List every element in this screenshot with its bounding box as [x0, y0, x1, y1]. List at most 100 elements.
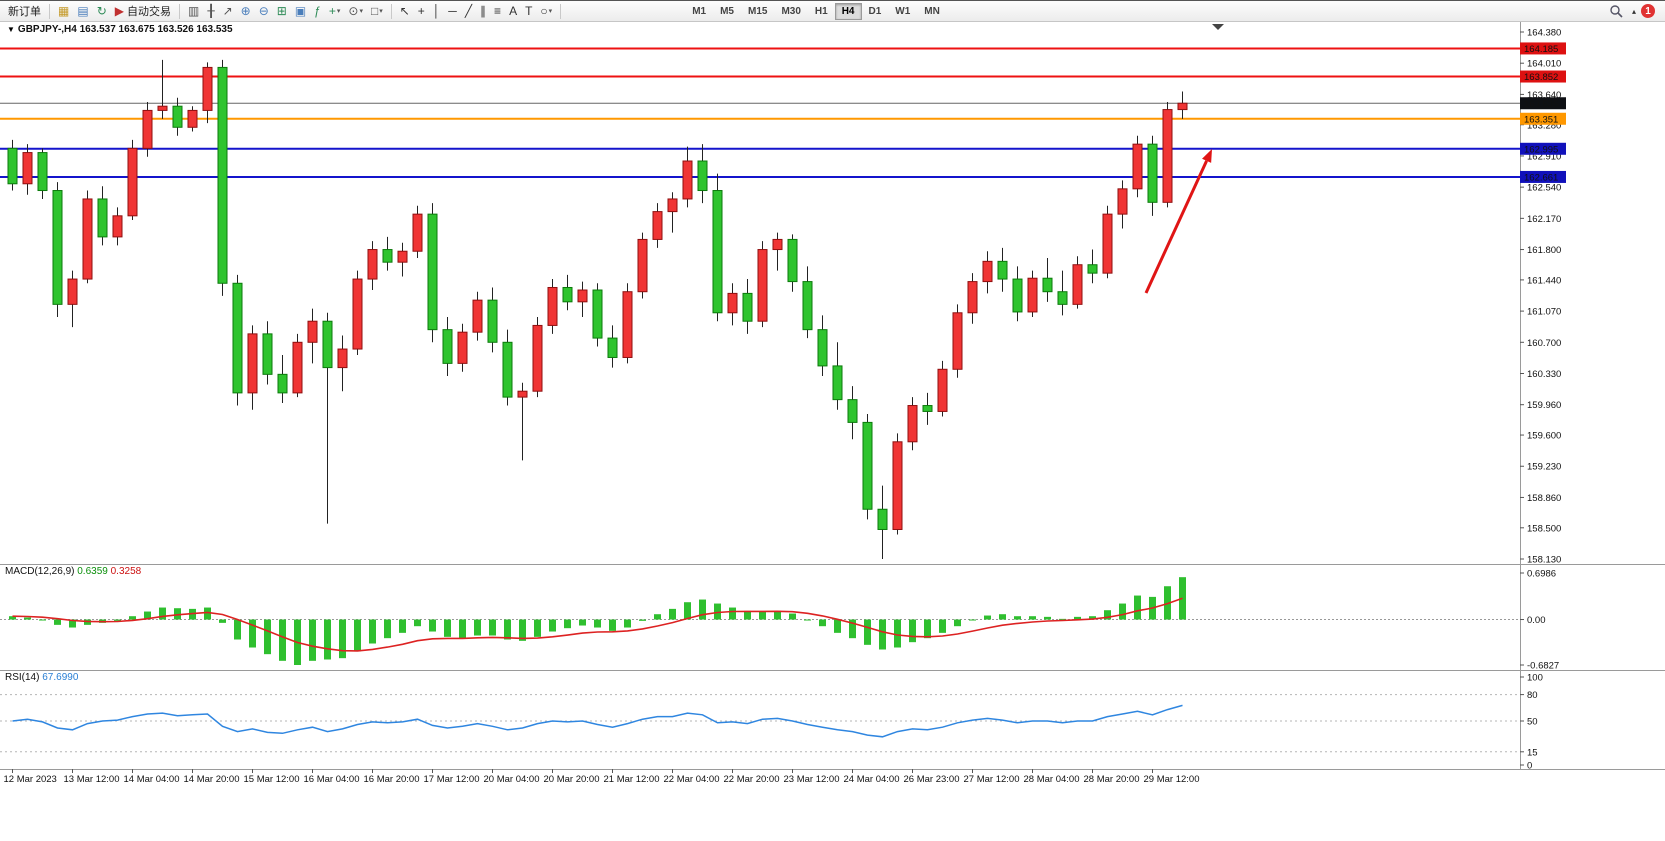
macd-bar: [699, 599, 706, 620]
candle-down: [427, 213, 438, 331]
candle-up: [67, 278, 78, 305]
fibonacci-icon: ≡: [494, 3, 502, 18]
svg-text:20 Mar 04:00: 20 Mar 04:00: [484, 774, 540, 785]
bar-chart-icon[interactable]: ▥: [184, 2, 203, 21]
trendline-icon[interactable]: ╱: [461, 2, 476, 21]
svg-text:160.330: 160.330: [1527, 369, 1561, 380]
collapse-icon[interactable]: ▼: [7, 25, 15, 34]
shapes-icon[interactable]: ○ ▾: [536, 2, 556, 21]
macd-bar: [1074, 616, 1081, 620]
toolbar-overflow-icon[interactable]: ▴: [1631, 6, 1636, 16]
macd-bar: [24, 617, 31, 620]
macd-bar: [684, 602, 691, 620]
svg-text:163.535: 163.535: [1524, 99, 1558, 110]
timeframe-w1[interactable]: W1: [895, 5, 911, 17]
support-line-orange-label: 163.351: [1520, 112, 1566, 125]
macd-label: MACD(12,26,9) 0.6359 0.3258: [5, 566, 141, 577]
svg-text:0.00: 0.00: [1527, 615, 1546, 626]
svg-text:163.280: 163.280: [1527, 120, 1561, 131]
timeframe-d1[interactable]: D1: [868, 5, 882, 17]
periods-clock-icon[interactable]: ⊙ ▾: [344, 2, 367, 21]
timeframe-m5[interactable]: M5: [720, 5, 734, 17]
channel-icon[interactable]: ∥: [476, 2, 490, 21]
svg-text:23 Mar 12:00: 23 Mar 12:00: [784, 774, 840, 785]
bar-chart-icon: ▥: [187, 3, 200, 18]
candlestick-chart-icon[interactable]: ╂: [203, 2, 218, 21]
timeframe-mn[interactable]: MN: [924, 5, 940, 17]
horizontal-line-icon[interactable]: ─: [444, 2, 461, 21]
candle-up: [247, 333, 258, 394]
candle-down: [787, 238, 798, 283]
line-chart-icon[interactable]: ↗: [219, 2, 237, 21]
zoom-in-icon[interactable]: ⊕: [237, 2, 255, 21]
auto-trading-button[interactable]: ▶ 自动交易: [111, 2, 175, 21]
macd-bar: [744, 610, 751, 620]
rsi-value: 67.6990: [42, 672, 79, 683]
chevron-down-icon: ▾: [379, 8, 383, 15]
svg-text:162.910: 162.910: [1527, 151, 1561, 162]
profiles-icon[interactable]: ▤: [73, 2, 92, 21]
timeframe-h4[interactable]: H4: [834, 2, 862, 20]
templates-icon: □: [370, 3, 379, 18]
candle-up: [892, 441, 903, 530]
crosshair-icon[interactable]: +: [414, 2, 429, 21]
timeframe-h1[interactable]: H1: [814, 5, 828, 17]
notification-badge[interactable]: 1: [1641, 4, 1655, 18]
vertical-line-icon[interactable]: │: [429, 2, 445, 21]
text-icon[interactable]: A: [505, 2, 521, 21]
candle-up: [337, 348, 348, 369]
indicators-icon[interactable]: ƒ: [310, 2, 325, 21]
macd-signal-value: 0.3258: [110, 566, 142, 577]
svg-text:158.860: 158.860: [1527, 493, 1561, 504]
candle-up: [637, 238, 648, 293]
new-chart-icon[interactable]: ▦: [54, 2, 73, 21]
svg-text:16 Mar 04:00: 16 Mar 04:00: [304, 774, 360, 785]
candle-down: [277, 373, 288, 394]
candle-up: [982, 260, 993, 283]
macd-bar: [309, 619, 316, 661]
svg-text:163.351: 163.351: [1524, 114, 1558, 125]
candle-down: [592, 289, 603, 339]
candle-down: [1057, 291, 1068, 305]
fibonacci-icon[interactable]: ≡: [490, 2, 505, 21]
macd-bar: [489, 619, 496, 636]
timeframe-m1[interactable]: M1: [692, 5, 707, 17]
search-icon[interactable]: [1605, 2, 1627, 21]
candle-down: [442, 329, 453, 364]
candle-down: [37, 152, 48, 192]
svg-text:164.380: 164.380: [1527, 28, 1561, 39]
candle-up: [187, 109, 198, 128]
refresh-icon[interactable]: ↻: [93, 2, 111, 21]
candle-up: [292, 341, 303, 394]
svg-text:28 Mar 04:00: 28 Mar 04:00: [1024, 774, 1080, 785]
macd-bar: [339, 619, 346, 659]
candle-down: [1087, 264, 1098, 274]
candle-down: [817, 329, 828, 367]
candle-down: [322, 320, 333, 369]
macd-bar: [549, 619, 556, 632]
trend-arrow[interactable]: [1144, 149, 1212, 294]
toolbar-separator: [390, 3, 392, 19]
zoom-out-icon[interactable]: ⊖: [255, 2, 273, 21]
macd-name: MACD(12,26,9): [5, 566, 75, 577]
timeframe-m30[interactable]: M30: [781, 5, 801, 17]
macd-bar: [789, 613, 796, 620]
vertical-line-icon: │: [432, 3, 441, 18]
magnifier-icon: [1610, 5, 1623, 18]
tile-windows-icon[interactable]: ⊞: [273, 2, 291, 21]
new-order-button[interactable]: 新订单: [4, 2, 45, 21]
new-chart-icon: ▦: [58, 3, 70, 18]
cascade-windows-icon[interactable]: ▣: [291, 2, 310, 21]
price-axis: 164.380 164.010 163.640 163.280 162.910 162.5…: [1520, 28, 1561, 566]
macd-panel: 0.6986 0.00 -0.6827: [0, 569, 1559, 672]
chart-shift-marker[interactable]: [1212, 24, 1224, 30]
candle-up: [532, 324, 543, 392]
add-indicator-icon: +: [328, 3, 336, 18]
timeframe-m15[interactable]: M15: [748, 5, 768, 17]
periods-clock-icon: ⊙: [348, 3, 359, 18]
templates-icon[interactable]: □ ▾: [367, 2, 387, 21]
add-indicator-icon[interactable]: + ▾: [325, 2, 345, 21]
cursor-icon[interactable]: ↖: [396, 2, 414, 21]
label-icon[interactable]: T: [521, 2, 536, 21]
